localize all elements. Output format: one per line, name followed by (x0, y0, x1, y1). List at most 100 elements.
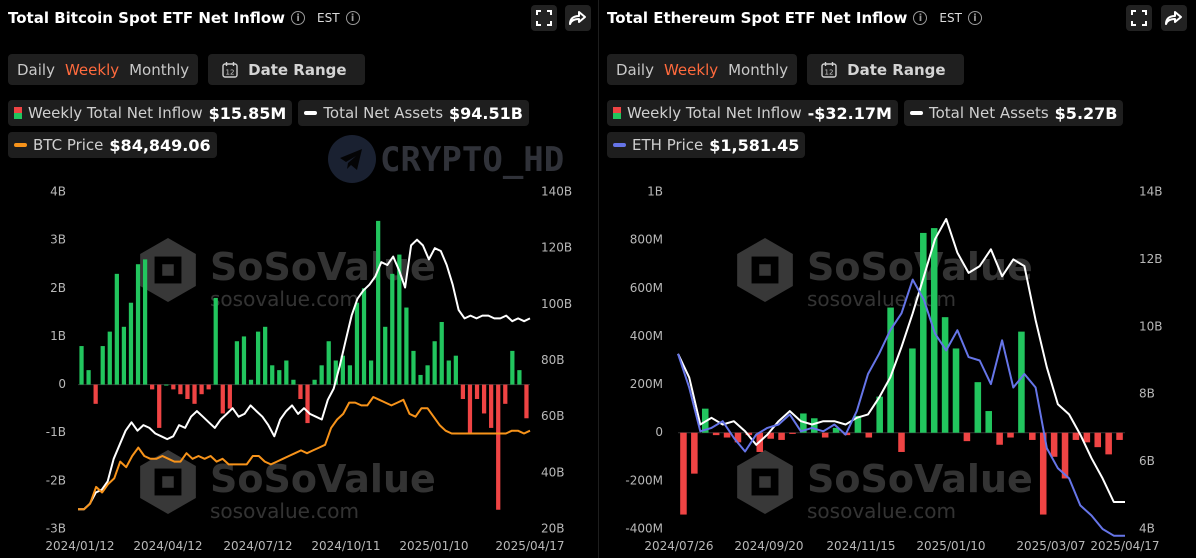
calendar-day: 12 (226, 69, 235, 77)
y-axis-right-tick: 10B (1139, 319, 1163, 333)
inflow-bar (1083, 432, 1091, 443)
fullscreen-icon[interactable] (531, 5, 557, 31)
bar-swatch (14, 107, 22, 119)
inflow-bar (789, 432, 796, 434)
legend-total-net-assets[interactable]: Total Net Assets $5.27B (903, 100, 1124, 126)
btc-etf-panel: Total Bitcoin Spot ETF Net Inflow i EST … (0, 0, 598, 558)
inflow-bar (712, 432, 720, 436)
info-icon[interactable]: i (345, 11, 360, 25)
inflow-bar (298, 384, 303, 400)
inflow-bar (474, 384, 480, 400)
y-axis-left-tick: 2B (50, 281, 66, 295)
inflow-bar (1007, 432, 1014, 438)
inflow-bar (898, 432, 905, 452)
watermark-site: sosovalue.com (210, 287, 359, 311)
info-icon[interactable]: i (913, 11, 928, 25)
logo-center (162, 476, 174, 488)
inflow-bar (255, 331, 261, 385)
inflow-bar (811, 418, 818, 433)
legend-btc-price[interactable]: BTC Price $84,849.06 (8, 132, 217, 158)
inflow-bar (319, 365, 324, 385)
legend-total-net-assets[interactable]: Total Net Assets $94.51B (298, 100, 529, 126)
inflow-bar (326, 341, 331, 385)
inflow-bar (340, 355, 345, 385)
inflow-bar (832, 427, 840, 433)
y-axis-left-tick: 800M (630, 233, 663, 247)
x-axis-tick: 2025/01/10 (916, 539, 985, 553)
watermark-brand: SoSoValue (807, 457, 1033, 501)
date-range-button[interactable]: 12 Date Range (208, 54, 365, 85)
line-swatch (613, 143, 626, 147)
eth-etf-panel: Total Ethereum Spot ETF Net Inflow i EST… (598, 0, 1196, 558)
inflow-bar (100, 346, 105, 385)
inflow-bar (347, 365, 353, 385)
inflow-bar (821, 432, 829, 438)
inflow-bar (854, 415, 862, 433)
inflow-bar (446, 360, 451, 385)
logo-center (162, 264, 174, 276)
logo-cutout (751, 468, 779, 496)
inflow-bar (460, 384, 466, 400)
y-axis-right-tick: 14B (1139, 185, 1163, 199)
date-range-button[interactable]: 12 Date Range (807, 54, 964, 85)
date-range-label: Date Range (847, 60, 946, 79)
x-axis-tick: 2025/01/10 (399, 539, 468, 553)
price-line (677, 278, 1125, 537)
y-axis-right-tick: 80B (541, 353, 565, 367)
inflow-bar (952, 348, 960, 433)
inflow-bar (680, 432, 687, 515)
share-icon[interactable] (1161, 5, 1187, 31)
legend-eth-price[interactable]: ETH Price $1,581.45 (607, 132, 806, 158)
watermark-site: sosovalue.com (807, 499, 956, 523)
inflow-bar (723, 432, 731, 438)
y-axis-left-tick: 600M (630, 281, 663, 295)
inflow-bar (270, 365, 275, 385)
tab-monthly[interactable]: Monthly (728, 60, 789, 79)
btc-chart[interactable]: SoSoValuesosovalue.comSoSoValuesosovalue… (0, 0, 598, 558)
inflow-bar (985, 411, 992, 433)
eth-chart-title: Total Ethereum Spot ETF Net Inflow (607, 9, 908, 27)
y-axis-left-tick: 4B (50, 185, 66, 199)
inflow-bar (157, 384, 162, 428)
y-axis-left-tick: 0 (655, 425, 663, 439)
legend-weekly-net-inflow[interactable]: Weekly Total Net Inflow -$32.17M (607, 100, 898, 126)
y-axis-left-tick: -2B (46, 473, 66, 487)
legend-weekly-net-inflow[interactable]: Weekly Total Net Inflow $15.85M (8, 100, 293, 126)
inflow-bar (767, 432, 774, 439)
watermark-brand: SoSoValue (807, 245, 1033, 289)
tab-weekly[interactable]: Weekly (663, 60, 719, 79)
share-icon[interactable] (565, 5, 591, 31)
inflow-bar (963, 432, 971, 442)
logo-cutout (154, 468, 182, 496)
tab-daily[interactable]: Daily (17, 60, 55, 79)
crypto-hd-text: CRYPTO_HD (380, 140, 564, 180)
y-axis-left-tick: -3B (46, 522, 66, 536)
inflow-bar (418, 374, 423, 385)
inflow-bar (1029, 432, 1036, 440)
line-swatch (14, 143, 27, 147)
tab-daily[interactable]: Daily (616, 60, 654, 79)
inflow-bar (376, 220, 381, 385)
date-range-label: Date Range (248, 60, 347, 79)
inflow-bar (383, 326, 388, 385)
info-icon[interactable]: i (967, 11, 982, 25)
eth-chart[interactable]: SoSoValuesosovalue.comSoSoValuesosovalue… (599, 0, 1196, 558)
inflow-bar (778, 432, 785, 440)
inflow-bar (284, 360, 289, 385)
fullscreen-icon[interactable] (1126, 5, 1152, 31)
inflow-bar (142, 259, 148, 385)
logo-hexagon (737, 238, 793, 302)
inflow-bar (150, 384, 155, 390)
logo-hexagon (140, 450, 196, 514)
y-axis-left-tick: 0 (58, 377, 66, 391)
inflow-bar (1105, 432, 1112, 455)
tab-weekly[interactable]: Weekly (64, 60, 120, 79)
watermark-brand: SoSoValue (210, 245, 436, 289)
tab-monthly[interactable]: Monthly (129, 60, 190, 79)
inflow-bar (865, 432, 873, 438)
btc-legend-row-1: Weekly Total Net Inflow $15.85M Total Ne… (8, 100, 529, 126)
info-icon[interactable]: i (291, 11, 306, 25)
inflow-bar (996, 432, 1003, 445)
x-axis-tick: 2024/11/15 (826, 539, 895, 553)
logo-center (759, 476, 771, 488)
